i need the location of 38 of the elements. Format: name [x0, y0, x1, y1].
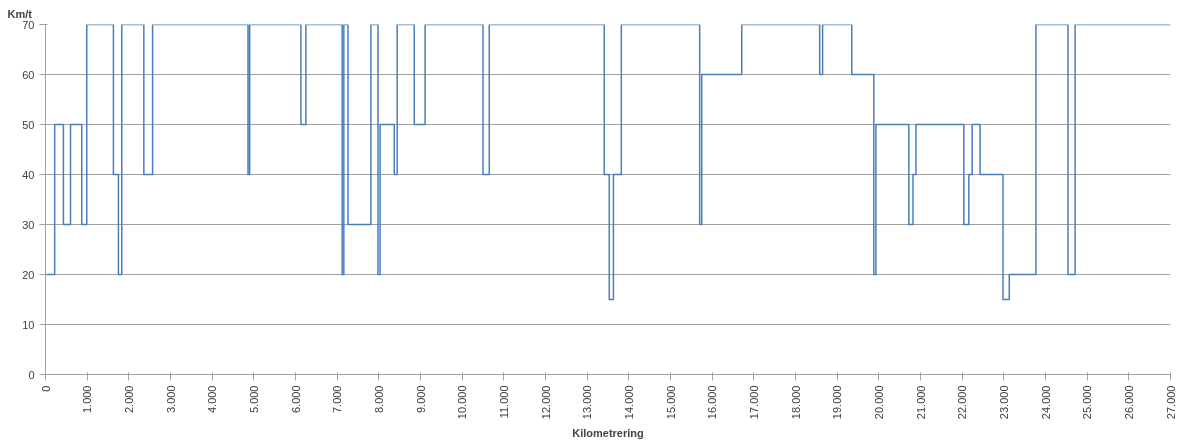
x-tick-label: 25.000 [1081, 385, 1094, 420]
x-axis-title: Kilometrering [572, 427, 644, 440]
x-tick-label: 14.000 [622, 385, 635, 420]
y-tick-label: 20 [22, 268, 35, 281]
x-tick-label: 19.000 [831, 385, 844, 420]
x-tick-label: 11.000 [497, 385, 510, 419]
x-tick-label: 17.000 [747, 385, 760, 420]
x-tick-label: 15.000 [664, 385, 677, 420]
x-tick-label: 9.000 [414, 385, 427, 414]
x-tick-label: 10.000 [456, 385, 469, 420]
x-tick-label: 27.000 [1164, 385, 1177, 420]
y-tick-label: 60 [22, 68, 35, 81]
x-tick-label: 2.000 [122, 385, 135, 414]
x-tick-label: 20.000 [872, 385, 885, 420]
x-tick-label: 18.000 [789, 385, 802, 420]
x-tick-label: 0 [39, 385, 52, 392]
x-tick-label: 26.000 [1122, 385, 1135, 420]
y-tick-label: 50 [22, 118, 35, 131]
x-tick-label: 5.000 [247, 385, 260, 414]
x-tick-label: 6.000 [289, 385, 302, 414]
y-tick-label: 0 [28, 368, 35, 381]
x-tick-label: 3.000 [164, 385, 177, 414]
y-tick-label: 10 [22, 318, 35, 331]
x-tick-label: 16.000 [706, 385, 719, 420]
y-axis-title: Km/t [7, 7, 33, 20]
x-tick-label: 13.000 [581, 385, 594, 420]
x-tick-label: 22.000 [956, 385, 969, 420]
x-tick-label: 7.000 [331, 385, 344, 414]
x-tick-label: 1.000 [81, 385, 94, 414]
y-tick-label: 30 [22, 218, 35, 231]
x-tick-label: 4.000 [206, 385, 219, 414]
x-tick-label: 24.000 [1039, 385, 1052, 420]
x-tick-label: 21.000 [914, 385, 927, 420]
y-tick-label: 70 [22, 18, 35, 31]
x-tick-label: 23.000 [997, 385, 1010, 420]
x-tick-label: 12.000 [539, 385, 552, 420]
x-tick-label: 8.000 [372, 385, 385, 414]
y-tick-label: 40 [22, 168, 35, 181]
